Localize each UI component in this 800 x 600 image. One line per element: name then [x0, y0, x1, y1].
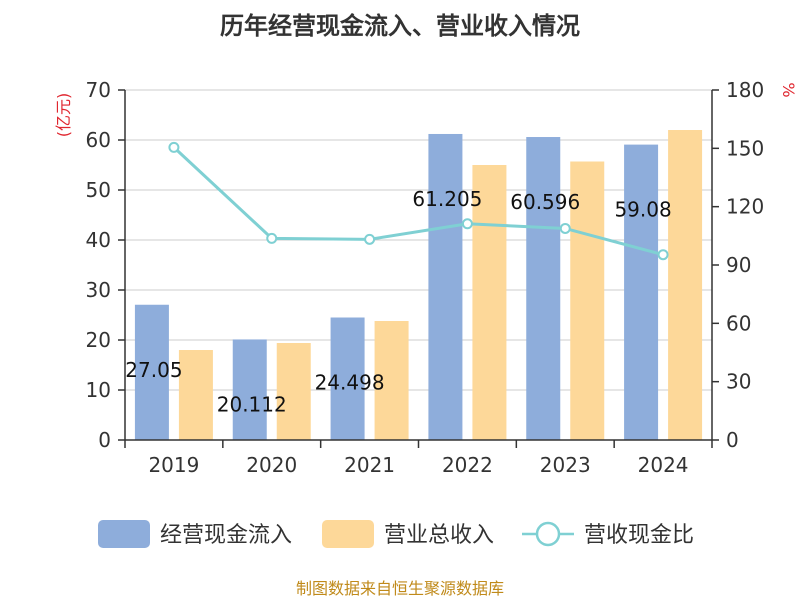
ratio-point [364, 233, 376, 245]
left-tick-label: 40 [86, 228, 111, 252]
data-label: 24.498 [315, 371, 385, 395]
legend-swatch-revenue [322, 520, 374, 548]
right-axis-unit: % [779, 82, 798, 97]
right-tick-label: 180 [726, 78, 764, 102]
data-label: 61.205 [412, 187, 482, 211]
legend-label: 营收现金比 [584, 523, 694, 548]
ratio-line [172, 146, 664, 257]
ratio-point [559, 222, 571, 234]
right-tick-label: 90 [726, 253, 751, 277]
bar-cash-inflow [232, 339, 267, 440]
left-tick-label: 20 [86, 328, 111, 352]
right-tick-label: 30 [726, 370, 751, 394]
data-label: 60.596 [510, 190, 580, 214]
legend: 经营现金流入 营业总收入 营收现金比 [98, 520, 694, 548]
right-tick-label: 120 [726, 195, 764, 219]
bar-revenue [276, 343, 311, 440]
data-label: 27.05 [125, 358, 182, 382]
left-tick-label: 60 [86, 128, 111, 152]
bar-cash-inflow [428, 133, 463, 440]
data-labels: 27.05 20.112 24.498 61.205 60.596 59.08 [125, 187, 671, 416]
x-tick-label: 2023 [540, 453, 591, 477]
bar-revenue [668, 130, 703, 440]
x-tick-label: 2019 [148, 453, 199, 477]
bar-cash-inflow [330, 317, 365, 440]
bar-cash-inflow [134, 304, 169, 440]
data-source-note: 制图数据来自恒生聚源数据库 [296, 579, 504, 598]
right-tick-label: 60 [726, 311, 751, 335]
bar-series-group [134, 130, 703, 440]
x-tick-label: 2020 [246, 453, 297, 477]
x-tick-label: 2024 [638, 453, 689, 477]
bar-revenue [570, 161, 605, 440]
x-tick-label: 2022 [442, 453, 493, 477]
ratio-point [461, 218, 473, 230]
legend-label: 营业总收入 [384, 523, 494, 548]
chart-title: 历年经营现金流入、营业收入情况 [220, 12, 580, 40]
legend-label: 经营现金流入 [160, 523, 292, 548]
left-tick-label: 50 [86, 178, 111, 202]
bar-cash-inflow [526, 137, 561, 440]
data-label: 20.112 [217, 392, 287, 416]
bar-revenue [374, 321, 409, 440]
left-axis-unit: (亿元) [54, 93, 73, 138]
bar-cash-inflow [624, 144, 659, 440]
left-tick-label: 10 [86, 378, 111, 402]
ratio-point [657, 249, 669, 261]
left-tick-label: 0 [98, 428, 111, 452]
left-tick-label: 70 [86, 78, 111, 102]
ratio-point [168, 141, 180, 153]
tick-labels: 2019 2020 2021 2022 2023 2024 0 10 20 30 40 50 60 70 0… [86, 78, 765, 477]
data-label: 59.08 [614, 198, 671, 222]
line-series-group [168, 141, 669, 261]
gridlines [125, 89, 712, 391]
legend-swatch-ratio-marker [535, 521, 561, 547]
axes [118, 89, 719, 448]
right-tick-label: 0 [726, 428, 739, 452]
left-tick-label: 30 [86, 278, 111, 302]
ratio-point [266, 232, 278, 244]
bar-revenue [472, 165, 507, 440]
legend-swatch-cash-inflow [98, 520, 150, 548]
x-tick-label: 2021 [344, 453, 395, 477]
right-tick-label: 150 [726, 136, 764, 160]
bar-revenue [178, 350, 213, 440]
